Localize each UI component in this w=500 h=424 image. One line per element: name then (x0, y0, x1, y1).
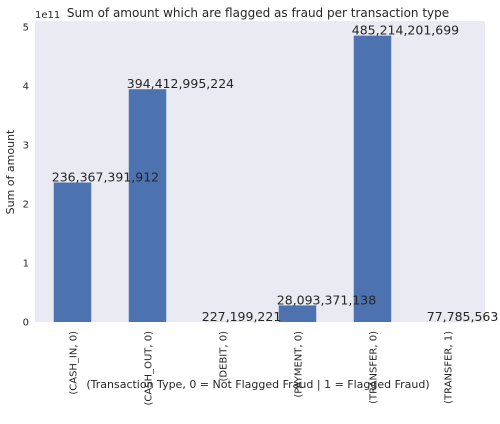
data-label: 236,367,391,912 (52, 169, 159, 184)
x-tick-label: (TRANSFER, 1) (444, 331, 455, 404)
y-tick-label: 4 (23, 81, 29, 92)
data-label: 227,199,221 (202, 309, 282, 324)
x-tick-label: (CASH_OUT, 0) (144, 331, 155, 406)
bar (128, 89, 167, 322)
y-axis-label: Sum of amount (4, 129, 17, 214)
plot-area (35, 21, 485, 322)
y-tick-label: 0 (23, 318, 29, 329)
chart-title: Sum of amount which are flagged as fraud… (67, 6, 449, 20)
x-tick-label: (PAYMENT, 0) (294, 331, 305, 398)
y-tick-label: 1 (23, 258, 29, 269)
y-tick-label: 5 (23, 22, 29, 33)
y-tick-label: 2 (23, 199, 29, 210)
data-label: 485,214,201,699 (352, 23, 459, 38)
x-tick-label: (DEBIT, 0) (219, 331, 230, 382)
x-tick-label: (CASH_IN, 0) (69, 331, 80, 395)
data-label: 394,412,995,224 (127, 76, 234, 91)
bar (53, 182, 92, 322)
bar (278, 305, 317, 322)
bar (353, 35, 392, 322)
x-tick-label: (TRANSFER, 0) (369, 331, 380, 404)
data-label: 77,785,563 (427, 309, 499, 324)
y-tick-label: 3 (23, 140, 29, 151)
y-axis-multiplier: 1e11 (35, 10, 60, 21)
x-axis-label: (Transaction Type, 0 = Not Flagged Fraud… (86, 378, 429, 391)
data-label: 28,093,371,138 (277, 292, 376, 307)
